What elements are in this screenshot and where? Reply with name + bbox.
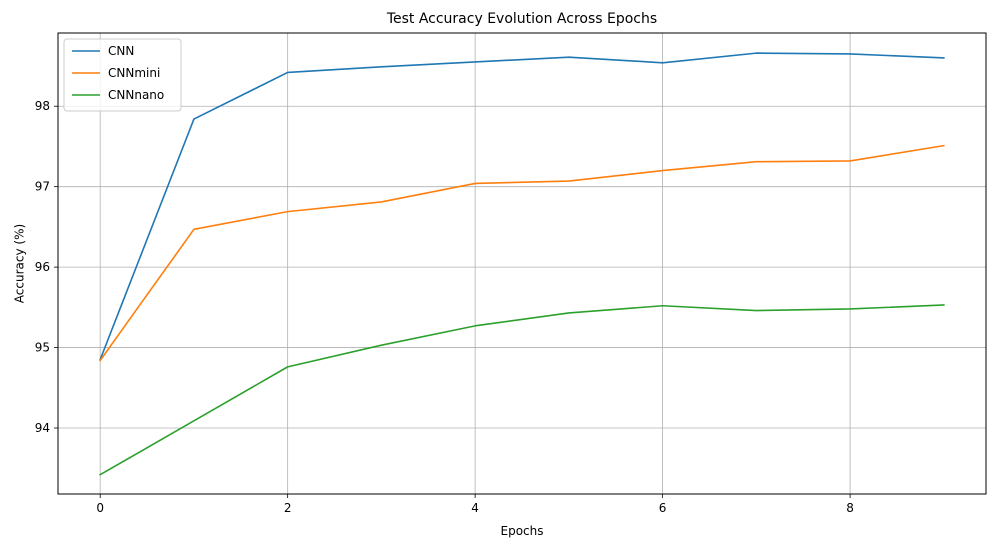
y-tick-label: 97 bbox=[35, 180, 50, 194]
x-tick-label: 8 bbox=[846, 501, 854, 515]
y-tick-label: 96 bbox=[35, 260, 50, 274]
legend-box bbox=[63, 38, 182, 112]
axis-ticks: 0 2 4 6 8 94 95 96 97 98 bbox=[35, 99, 854, 515]
x-tick-label: 2 bbox=[284, 501, 292, 515]
y-tick-label: 95 bbox=[35, 341, 50, 355]
legend-label-cnn: CNN bbox=[108, 44, 134, 58]
plot-frame bbox=[57, 32, 987, 495]
y-tick-label: 98 bbox=[35, 99, 50, 113]
chart-title: Test Accuracy Evolution Across Epochs bbox=[386, 11, 657, 27]
series-line-cnnmini bbox=[99, 144, 945, 362]
x-axis-label: Epochs bbox=[501, 524, 544, 538]
grid-lines bbox=[58, 33, 986, 494]
x-tick-label: 0 bbox=[96, 501, 104, 515]
x-tick-label: 6 bbox=[659, 501, 667, 515]
y-tick-label: 94 bbox=[35, 421, 50, 435]
legend: CNN CNNmini CNNnano bbox=[63, 38, 182, 112]
legend-label-cnnmini: CNNmini bbox=[108, 66, 160, 80]
x-tick-label: 4 bbox=[471, 501, 479, 515]
series-lines bbox=[99, 52, 945, 476]
legend-label-cnnnano: CNNnano bbox=[108, 88, 164, 102]
series-line-cnnnano bbox=[99, 304, 945, 476]
y-axis-label: Accuracy (%) bbox=[13, 224, 27, 303]
series-line-cnn bbox=[99, 52, 945, 361]
